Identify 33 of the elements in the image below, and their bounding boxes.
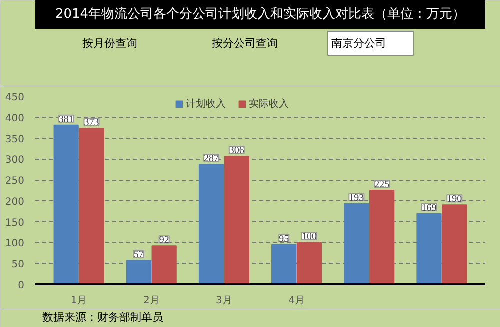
y-tick-label: 400 — [5, 113, 25, 124]
y-tick-label: 350 — [5, 134, 25, 146]
x-tick-label: 1月 — [70, 296, 88, 306]
data-label: 169 — [422, 202, 437, 214]
data-label: 306 — [229, 146, 244, 157]
text: 按分公司查询 — [212, 37, 278, 50]
y-tick-label: 150 — [5, 218, 25, 229]
y-tick-label: 300 — [5, 155, 25, 166]
chart-title: 2014年物流公司各个分公司计划收入和实际收入对比表（单位：万元） — [55, 6, 466, 22]
data-label: 190 — [447, 194, 462, 206]
y-tick-label: 100 — [5, 238, 25, 250]
data-label: 287 — [204, 154, 220, 165]
y-tick-label: 200 — [5, 196, 25, 208]
legend-label: 实际收入 — [249, 98, 289, 111]
text: 南京分公司 — [332, 37, 387, 50]
y-tick-label: 250 — [5, 176, 25, 188]
data-label: 95 — [279, 234, 290, 245]
data-label: 92 — [159, 235, 170, 246]
x-tick-label: 2月 — [143, 296, 160, 306]
x-tick-label: 3月 — [216, 296, 232, 306]
data-label: 100 — [302, 232, 317, 243]
data-label: 57 — [134, 250, 144, 261]
text: 按月份查询 — [82, 37, 138, 50]
y-tick-label: 0 — [18, 280, 25, 292]
data-label: 225 — [374, 180, 390, 190]
data-label: 381 — [58, 114, 74, 126]
data-label: 373 — [84, 118, 100, 129]
x-tick-label: 4月 — [288, 296, 305, 306]
y-tick-label: 450 — [5, 92, 25, 104]
data-label: 193 — [349, 192, 364, 204]
legend-label: 计划收入 — [186, 98, 226, 111]
source-note: 数据来源：财务部制单员 — [42, 311, 164, 324]
y-tick-label: 50 — [12, 260, 25, 271]
